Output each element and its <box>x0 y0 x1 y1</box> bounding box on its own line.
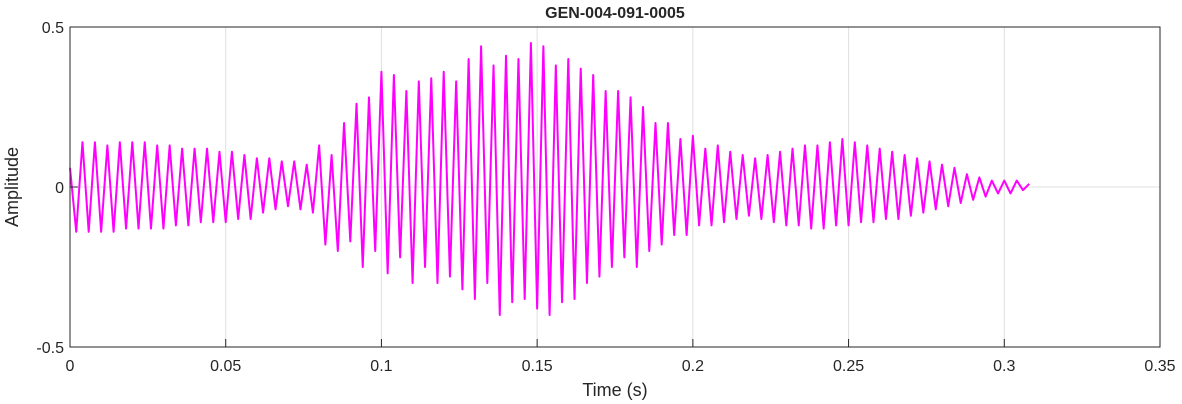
chart-title: GEN-004-091-0005 <box>545 5 685 22</box>
x-tick-label: 0.25 <box>833 358 864 375</box>
x-tick-label: 0.15 <box>522 358 553 375</box>
x-tick-label: 0.2 <box>682 358 704 375</box>
ticks: 0 0.05 0.1 0.15 0.2 0.25 0.3 0.35-0.500.5 <box>36 20 1175 375</box>
x-tick-label: 0.3 <box>993 358 1015 375</box>
x-tick-label: 0.05 <box>210 358 241 375</box>
x-tick-label: 0.1 <box>370 358 392 375</box>
x-tick-label: 0 <box>66 358 75 375</box>
y-tick-label: 0 <box>55 180 64 197</box>
x-axis-label: Time (s) <box>582 380 647 400</box>
x-tick-label: 0.35 <box>1144 358 1175 375</box>
plot-lines <box>69 42 1030 316</box>
y-axis-label: Amplitude <box>2 147 22 227</box>
y-tick-label: 0.5 <box>42 20 64 37</box>
y-tick-label: -0.5 <box>36 340 64 357</box>
waveform-line <box>69 42 1030 316</box>
